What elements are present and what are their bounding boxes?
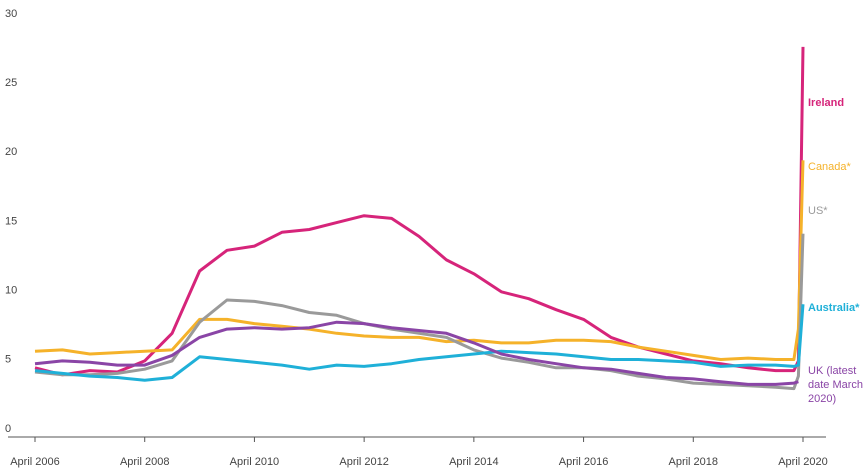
series-line — [34, 304, 805, 382]
legend-label: US* — [808, 205, 828, 217]
x-tick-label: April 2020 — [778, 456, 828, 468]
series-line — [34, 320, 799, 386]
y-tick-label: 25 — [5, 77, 17, 89]
series-line — [34, 233, 805, 391]
series-line — [34, 46, 805, 377]
y-tick-label: 5 — [5, 354, 11, 366]
series-line — [34, 160, 805, 361]
x-tick-label: April 2010 — [230, 456, 280, 468]
x-tick-label: April 2008 — [120, 456, 170, 468]
y-tick-label: 30 — [5, 8, 17, 20]
y-tick-label: 0 — [5, 423, 11, 435]
x-tick-label: April 2014 — [449, 456, 499, 468]
legend-label: Australia* — [808, 302, 860, 314]
x-tick-label: April 2016 — [559, 456, 609, 468]
x-tick-label: April 2018 — [669, 456, 719, 468]
y-tick-label: 20 — [5, 146, 17, 158]
y-tick-label: 15 — [5, 215, 17, 227]
y-tick-label: 10 — [5, 285, 17, 297]
x-tick-label: April 2006 — [10, 456, 60, 468]
legend-label: Canada* — [808, 161, 851, 173]
legend-label: UK (latest date March 2020) — [808, 365, 864, 405]
legend-label: Ireland — [808, 97, 845, 109]
x-tick-label: April 2012 — [339, 456, 389, 468]
